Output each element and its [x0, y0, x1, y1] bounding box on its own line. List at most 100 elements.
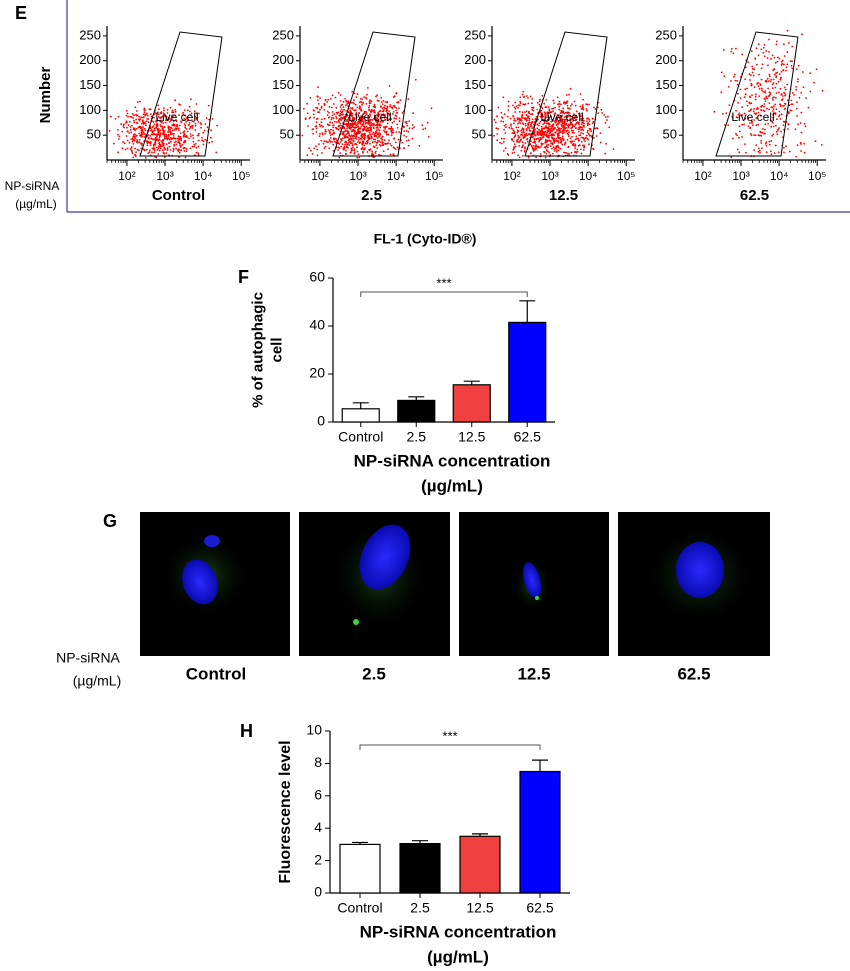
event-dot: [775, 130, 778, 133]
event-dot: [558, 105, 561, 108]
event-dot: [200, 126, 202, 129]
event-dot: [519, 104, 521, 107]
event-dot: [728, 104, 731, 106]
event-dot: [544, 126, 546, 129]
event-dot: [173, 141, 176, 144]
event-dot: [371, 150, 373, 153]
event-dot: [599, 141, 602, 144]
event-dot: [312, 109, 315, 111]
event-dot: [532, 150, 535, 152]
event-dot: [362, 123, 365, 125]
event-dot: [166, 149, 169, 152]
event-dot: [767, 122, 770, 125]
event-dot: [558, 103, 561, 105]
event-dot: [376, 137, 379, 139]
event-dot: [758, 95, 761, 97]
event-dot: [332, 103, 335, 105]
event-dot: [540, 130, 542, 133]
event-dot: [594, 108, 597, 110]
event-dot: [755, 108, 758, 111]
event-dot: [763, 103, 766, 105]
event-dot: [536, 108, 539, 111]
event-dot: [355, 113, 358, 116]
y-tick-label: 150: [655, 77, 677, 92]
event-dot: [136, 101, 139, 103]
event-dot: [540, 137, 543, 140]
x-tick-label: 10²: [118, 169, 135, 183]
event-dot: [132, 143, 135, 145]
event-dot: [375, 150, 377, 153]
event-dot: [761, 89, 763, 91]
event-dot: [366, 127, 369, 130]
event-dot: [524, 142, 527, 145]
event-dot: [565, 123, 567, 126]
event-dot: [341, 103, 344, 106]
event-dot: [560, 109, 563, 112]
event-dot: [403, 126, 405, 129]
event-dot: [385, 110, 388, 113]
event-dot: [530, 140, 532, 143]
event-dot: [384, 101, 387, 103]
event-dot: [566, 120, 569, 123]
event-dot: [765, 79, 767, 82]
event-dot: [352, 118, 355, 121]
event-dot: [362, 102, 365, 104]
event-dot: [769, 119, 772, 122]
event-dot: [766, 107, 768, 110]
event-dot: [787, 128, 789, 130]
event-dot: [204, 138, 207, 141]
panel-label: F: [238, 267, 249, 287]
event-dot: [564, 151, 567, 154]
event-dot: [772, 114, 775, 116]
event-dot: [736, 148, 739, 151]
event-dot: [757, 54, 760, 57]
event-dot: [591, 122, 594, 125]
event-dot: [795, 86, 797, 88]
event-dot: [357, 136, 360, 139]
event-dot: [381, 110, 384, 113]
event-dot: [177, 135, 180, 138]
event-dot: [364, 121, 367, 123]
event-dot: [542, 136, 545, 139]
x-tick-label: Control: [337, 900, 382, 916]
event-dot: [360, 134, 363, 137]
event-dot: [749, 79, 751, 81]
event-dot: [551, 136, 554, 139]
event-dot: [339, 106, 342, 108]
event-dot: [563, 116, 566, 118]
event-dot: [397, 101, 399, 104]
event-dot: [390, 134, 393, 137]
event-dot: [603, 114, 605, 116]
event-dot: [571, 131, 574, 134]
event-dot: [820, 144, 823, 146]
event-dot: [549, 131, 552, 134]
y-tick-label: 0: [314, 884, 322, 900]
event-dot: [775, 43, 778, 46]
event-dot: [320, 121, 323, 124]
event-dot: [566, 132, 569, 135]
event-dot: [363, 144, 366, 147]
event-dot: [331, 114, 334, 117]
event-dot: [361, 136, 363, 139]
event-dot: [159, 132, 162, 135]
event-dot: [382, 109, 385, 111]
event-dot: [495, 127, 498, 130]
x-tick-label: 2.5: [410, 900, 430, 916]
x-tick-label: 12.5: [458, 429, 485, 445]
event-dot: [169, 106, 172, 109]
event-dot: [355, 138, 358, 141]
event-dot: [815, 68, 818, 71]
event-dot: [787, 111, 790, 114]
event-dot: [527, 102, 530, 105]
event-dot: [363, 137, 365, 140]
event-dot: [528, 132, 531, 135]
event-dot: [317, 111, 319, 114]
event-dot: [561, 118, 564, 121]
event-dot: [764, 100, 767, 103]
event-dot: [161, 133, 164, 135]
event-dot: [738, 136, 740, 139]
event-dot: [117, 129, 119, 131]
event-dot: [746, 100, 748, 103]
event-dot: [355, 143, 358, 146]
